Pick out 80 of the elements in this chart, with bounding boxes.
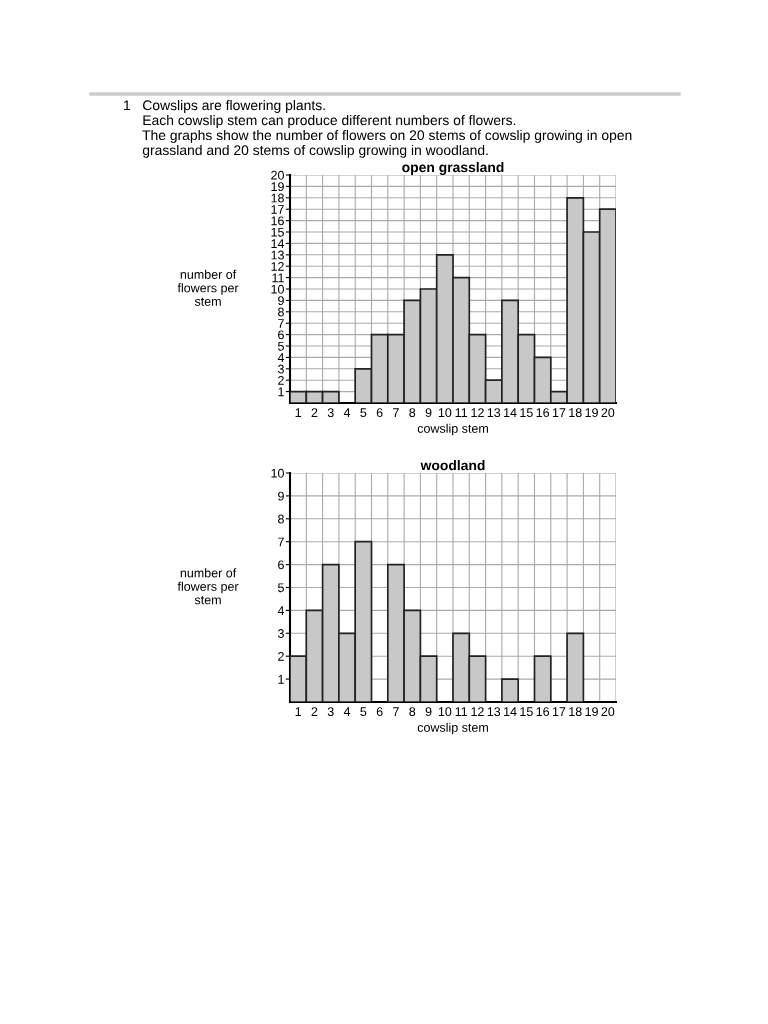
x-tick-label: 2	[311, 707, 318, 716]
y-tick-label: 10	[271, 284, 284, 294]
x-axis-title: cowslip stem	[417, 423, 488, 436]
x-tick-label: 5	[360, 707, 367, 717]
x-tick-label: 16	[536, 707, 550, 717]
x-tick-label: 9	[425, 707, 432, 717]
x-tick-label: 6	[376, 408, 383, 418]
x-tick-label: 20	[601, 408, 615, 418]
bar	[566, 632, 585, 702]
x-tick-label: 17	[552, 408, 566, 417]
x-tick-label: 13	[487, 707, 501, 717]
x-tick-label: 12	[471, 408, 484, 417]
x-tick-label: 9	[425, 408, 432, 418]
y-tick-label: 19	[271, 182, 284, 192]
y-tick-label: 5	[277, 583, 284, 593]
y-tick-label: 6	[278, 330, 284, 340]
x-tick-label: 10	[438, 707, 452, 717]
y-tick-label: 13	[271, 250, 284, 260]
y-tick-label: 3	[277, 629, 284, 638]
x-tick-label: 20	[601, 707, 615, 717]
x-tick-label: 11	[455, 408, 468, 417]
x-tick-label: 5	[360, 408, 367, 418]
x-tick-label: 14	[504, 707, 517, 716]
x-tick-label: 8	[409, 707, 416, 717]
y-tick-label: 14	[271, 239, 285, 248]
bar	[501, 678, 520, 702]
x-tick-label: 17	[552, 707, 566, 716]
y-tick-label: 20	[271, 170, 284, 180]
y-axis-title: number of flowers per stem	[177, 568, 239, 605]
y-tick-label: 1	[278, 387, 284, 397]
y-axis-title: number of flowers per stem	[177, 269, 239, 306]
x-tick-label: 3	[327, 707, 334, 717]
x-tick-label: 12	[471, 707, 484, 716]
y-tick-label: 4	[277, 353, 285, 362]
y-tick-label: 8	[278, 307, 284, 317]
y-tick-label: 8	[278, 514, 284, 524]
x-tick-label: 10	[438, 408, 452, 418]
y-tick-label: 12	[271, 262, 284, 271]
y-tick-label: 7	[278, 537, 284, 547]
x-tick-label: 13	[487, 408, 501, 418]
y-tick-label: 16	[271, 216, 284, 226]
x-tick-label: 4	[343, 408, 351, 417]
x-tick-label: 15	[520, 408, 533, 418]
x-tick-label: 1	[295, 408, 302, 417]
x-tick-label: 7	[393, 707, 399, 716]
y-tick-label: 11	[272, 273, 284, 283]
y-tick-label: 5	[277, 341, 284, 351]
y-tick-label: 18	[271, 193, 284, 203]
x-tick-label: 15	[520, 707, 533, 717]
x-tick-label: 8	[409, 408, 416, 418]
x-tick-label: 7	[393, 408, 399, 417]
x-tick-label: 2	[311, 408, 318, 417]
y-tick-label: 10	[271, 468, 284, 478]
x-tick-label: 18	[569, 408, 582, 418]
x-tick-label: 19	[585, 707, 598, 717]
x-tick-label: 6	[376, 707, 383, 717]
bar	[533, 655, 552, 702]
x-tick-label: 18	[569, 707, 582, 717]
x-axis-title: cowslip stem	[417, 722, 488, 735]
x-tick-label: 14	[504, 408, 517, 417]
chart-title: woodland	[420, 460, 485, 471]
y-tick-label: 1	[278, 675, 284, 684]
x-tick-label: 4	[343, 707, 351, 716]
y-tick-label: 9	[278, 491, 284, 501]
y-tick-label: 2	[278, 376, 284, 385]
y-tick-label: 3	[277, 364, 284, 374]
y-tick-label: 4	[277, 606, 285, 615]
x-tick-label: 19	[585, 408, 598, 418]
x-tick-label: 11	[455, 707, 468, 716]
chart-title: open grassland	[402, 161, 504, 175]
x-tick-label: 3	[327, 408, 334, 418]
y-tick-label: 7	[278, 319, 284, 328]
y-tick-label: 15	[271, 227, 284, 237]
text: 1 Cowslips are flowering plants. Each cowslip stem can produce different numbers of flowers. The graphs show the number of flowers on 20 stems of cowslip growing in open grassland and 20 stems of cowslip growing in woodland.	[124, 100, 632, 158]
x-tick-label: 1	[295, 707, 302, 716]
y-tick-label: 17	[271, 205, 284, 214]
y-tick-label: 2	[278, 652, 284, 661]
y-tick-label: 6	[278, 560, 284, 570]
x-tick-label: 16	[536, 408, 550, 418]
y-tick-label: 9	[278, 296, 284, 306]
